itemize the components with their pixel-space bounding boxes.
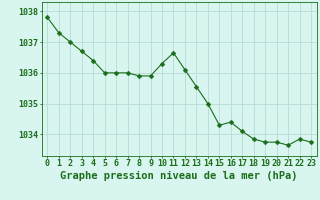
X-axis label: Graphe pression niveau de la mer (hPa): Graphe pression niveau de la mer (hPa) (60, 171, 298, 181)
